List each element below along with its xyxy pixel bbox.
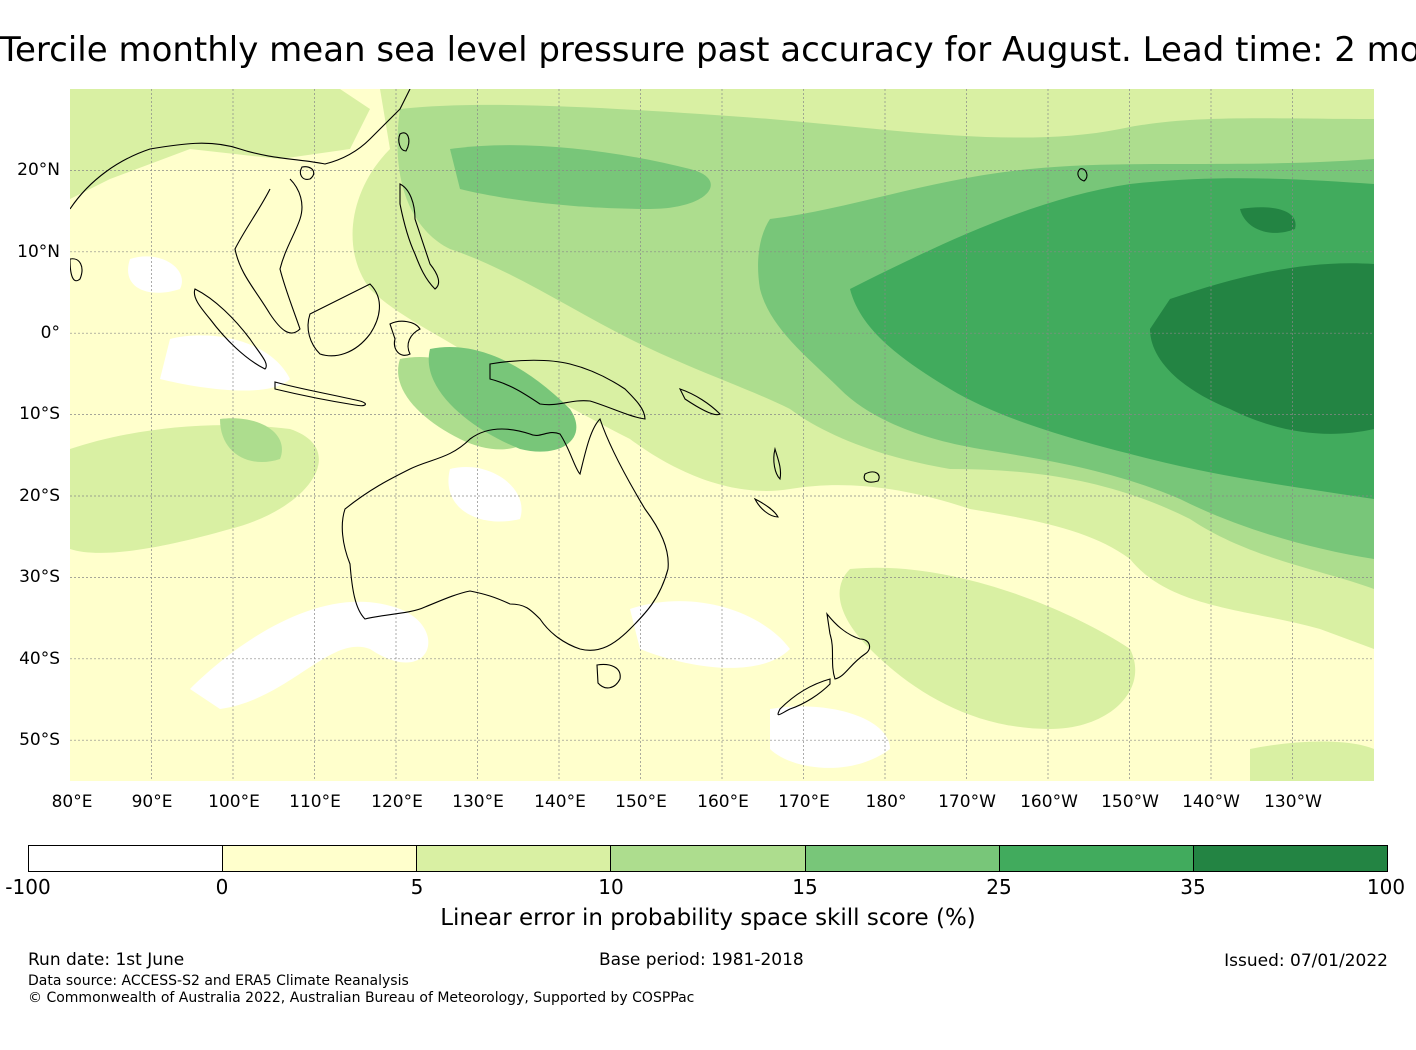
skill-35-100-regions xyxy=(1150,207,1374,434)
negative-skill-regions xyxy=(128,256,1072,768)
sulawesi-outline xyxy=(389,320,421,356)
colorbar-segment-25-35 xyxy=(999,846,1194,871)
fiji-outline xyxy=(863,471,880,483)
colorbar-segment-5-10 xyxy=(417,846,612,871)
lon-label-180: 180° xyxy=(865,792,907,812)
lon-label-170w: 170°W xyxy=(938,792,996,812)
skill-score-map xyxy=(70,89,1374,781)
lon-label-120e: 120°E xyxy=(371,792,423,812)
australia-outline xyxy=(341,417,669,651)
nz-north-island-outline xyxy=(826,612,871,680)
coastlines xyxy=(70,89,1088,716)
nz-south-island-outline xyxy=(777,678,831,716)
sri-lanka-outline xyxy=(70,258,83,282)
colorbar-segment-0-5 xyxy=(223,846,418,871)
lon-label-150w: 150°W xyxy=(1101,792,1159,812)
lat-label-30s: 30°S xyxy=(19,567,60,587)
lat-label-40s: 40°S xyxy=(19,649,60,669)
lat-label-50s: 50°S xyxy=(19,730,60,750)
lat-label-20n: 20°N xyxy=(17,160,60,180)
issued-date: Issued: 07/01/2022 xyxy=(1224,951,1388,971)
lon-label-160e: 160°E xyxy=(697,792,749,812)
lon-label-90e: 90°E xyxy=(131,792,173,812)
colorbar-tick-10: 10 xyxy=(598,875,624,899)
colorbar-segment-neg100-0 xyxy=(29,846,224,871)
colorbar-tick-neg100: -100 xyxy=(5,875,51,899)
map-canvas xyxy=(70,89,1374,781)
base-period: Base period: 1981-2018 xyxy=(599,950,804,970)
colorbar-tick-100: 100 xyxy=(1366,875,1406,899)
colorbar-tick-15: 15 xyxy=(792,875,818,899)
lat-label-0: 0° xyxy=(40,323,60,343)
hainan-outline xyxy=(299,166,315,180)
colorbar-segment-10-15 xyxy=(611,846,806,871)
lon-label-100e: 100°E xyxy=(208,792,260,812)
colorbar-tick-35: 35 xyxy=(1180,875,1206,899)
colorbar-tick-25: 25 xyxy=(986,875,1012,899)
lon-label-130e: 130°E xyxy=(452,792,504,812)
vanuatu-outline xyxy=(773,446,782,481)
lon-label-110e: 110°E xyxy=(289,792,341,812)
graticule xyxy=(70,89,1374,781)
lon-label-80e: 80°E xyxy=(51,792,93,812)
solomon-islands-outline xyxy=(678,388,721,416)
colorbar-tick-0: 0 xyxy=(215,875,229,899)
tasmania-outline xyxy=(596,663,621,689)
copyright-notice: © Commonwealth of Australia 2022, Austra… xyxy=(28,990,695,1006)
lat-label-10s: 10°S xyxy=(19,404,60,424)
map-title: Tercile monthly mean sea level pressure … xyxy=(0,30,1416,70)
sumatra-outline xyxy=(193,288,267,370)
lon-label-140e: 140°E xyxy=(534,792,586,812)
new-guinea-outline xyxy=(489,359,646,420)
lon-label-130w: 130°W xyxy=(1264,792,1322,812)
taiwan-outline xyxy=(398,132,410,152)
lat-label-20s: 20°S xyxy=(19,486,60,506)
data-source: Data source: ACCESS-S2 and ERA5 Climate … xyxy=(28,973,409,989)
colorbar-tick-5: 5 xyxy=(410,875,424,899)
colorbar xyxy=(28,845,1388,872)
asia-mainland-outline xyxy=(70,89,411,334)
hawaii-outline xyxy=(1077,168,1088,182)
lon-label-170e: 170°E xyxy=(778,792,830,812)
colorbar-segment-15-25 xyxy=(805,846,1000,871)
java-outline xyxy=(274,381,366,407)
lon-label-160w: 160°W xyxy=(1020,792,1078,812)
lon-label-150e: 150°E xyxy=(615,792,667,812)
skill-25-35-regions xyxy=(850,178,1374,499)
lat-label-10n: 10°N xyxy=(17,242,60,262)
run-date: Run date: 1st June xyxy=(28,950,185,970)
lon-label-140w: 140°W xyxy=(1182,792,1240,812)
colorbar-label: Linear error in probability space skill … xyxy=(440,905,976,931)
colorbar-segment-35-100 xyxy=(1193,846,1387,871)
borneo-outline xyxy=(307,283,380,357)
philippines-outline xyxy=(399,183,440,290)
new-caledonia-outline xyxy=(753,497,779,518)
